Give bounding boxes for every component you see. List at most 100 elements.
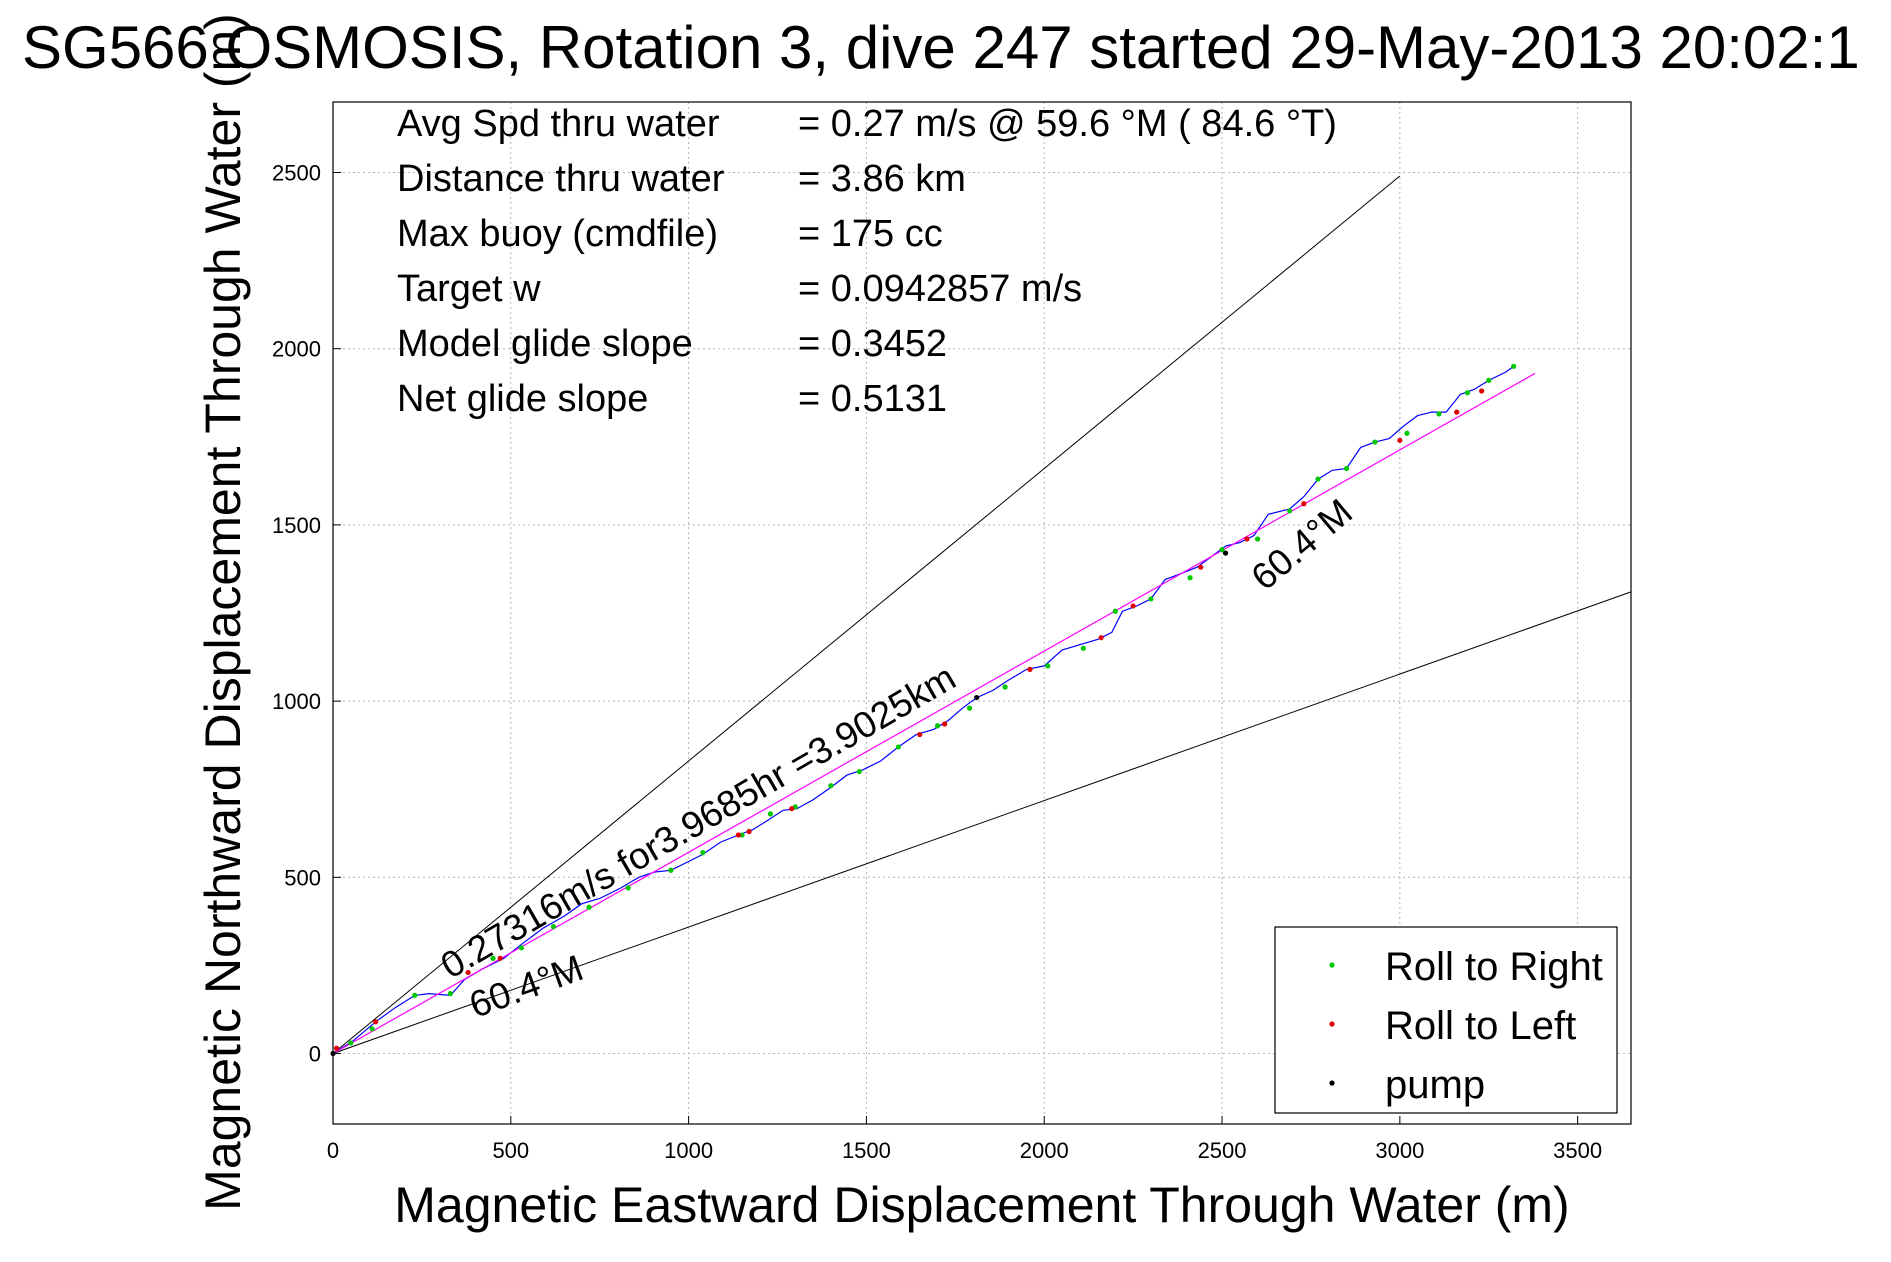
grid-lines	[332, 102, 1631, 1124]
data-point	[668, 867, 674, 873]
series-line	[332, 372, 1536, 1055]
data-point	[1301, 501, 1307, 507]
reference-lines	[332, 175, 1632, 1054]
stat-value: = 175 cc	[798, 213, 943, 255]
data-point	[625, 885, 631, 891]
stat-value: = 0.5131	[798, 378, 947, 420]
data-point	[369, 1026, 375, 1032]
data-point	[1002, 684, 1008, 690]
stat-label: Avg Spd thru water	[397, 103, 720, 145]
data-point	[966, 705, 973, 711]
data-point	[856, 768, 862, 775]
x-tick-label: 500	[492, 1138, 529, 1163]
y-tick-label: 1000	[272, 689, 321, 714]
stat-label: Net glide slope	[397, 378, 648, 420]
data-series	[330, 363, 1536, 1057]
stat-label: Model glide slope	[397, 323, 693, 365]
data-point	[1315, 476, 1321, 482]
legend-label: Roll to Left	[1385, 1004, 1576, 1048]
data-point	[1486, 377, 1492, 384]
chart-title: SG566 OSMOSIS, Rotation 3, dive 247 star…	[22, 14, 1860, 81]
legend-label: Roll to Right	[1385, 945, 1603, 989]
legend-marker	[1329, 1021, 1335, 1027]
stat-value: = 0.27 m/s @ 59.6 °M ( 84.6 °T)	[798, 103, 1337, 145]
stat-value: = 3.86 km	[798, 158, 966, 200]
stat-label: Max buoy (cmdfile)	[397, 213, 718, 255]
data-point	[1098, 635, 1104, 641]
data-point	[447, 991, 453, 997]
y-tick-label: 2500	[272, 160, 321, 185]
stat-label: Target w	[397, 268, 541, 310]
tick-labels: 0 500 1000 1500 2000 2500 3000 3500 0 500 1000 1500…	[272, 160, 1602, 1163]
data-point	[828, 783, 834, 789]
data-point	[1219, 546, 1225, 553]
data-point	[942, 721, 948, 727]
data-point	[735, 832, 742, 838]
data-point	[1404, 430, 1410, 436]
data-point	[1244, 536, 1250, 542]
reference-line	[332, 591, 1632, 1054]
data-point	[1027, 666, 1033, 672]
stat-value: = 0.3452	[798, 323, 947, 365]
data-point	[767, 811, 774, 817]
data-point	[1454, 409, 1460, 415]
x-tick-label: 0	[327, 1138, 339, 1163]
y-tick-label: 0	[309, 1042, 321, 1067]
data-point	[934, 723, 941, 729]
data-point	[333, 1045, 340, 1051]
data-point	[490, 955, 496, 961]
data-point	[1436, 411, 1442, 417]
data-point	[739, 832, 745, 838]
data-point	[465, 969, 471, 976]
data-point	[1198, 564, 1204, 570]
data-point	[1045, 663, 1051, 669]
data-point	[1187, 575, 1193, 581]
data-point	[518, 945, 525, 951]
y-tick-label: 1500	[272, 513, 321, 538]
data-point	[1464, 390, 1471, 396]
data-point	[1343, 465, 1350, 472]
y-tick-label: 2000	[272, 337, 321, 362]
legend-marker	[1329, 962, 1335, 968]
data-point	[1255, 536, 1261, 542]
data-point	[373, 1019, 379, 1025]
x-tick-label: 1000	[664, 1138, 713, 1163]
data-point	[497, 955, 503, 961]
data-point	[895, 744, 902, 750]
data-point	[1287, 508, 1293, 514]
data-point	[917, 731, 923, 738]
data-point	[586, 904, 592, 910]
plot-frame	[332, 101, 1632, 1125]
data-point	[1397, 437, 1403, 443]
x-tick-label: 2500	[1198, 1138, 1247, 1163]
data-point	[1511, 363, 1517, 369]
y-axis-label: Magnetic Northward Displacement Through …	[195, 13, 251, 1211]
reference-line	[332, 175, 1401, 1054]
data-point	[348, 1040, 354, 1046]
stats-block: Avg Spd thru water = 0.27 m/s @ 59.6 °M (…	[397, 103, 1337, 420]
y-tick-label: 500	[284, 865, 321, 890]
legend-label: pump	[1385, 1063, 1485, 1107]
data-point	[746, 828, 752, 835]
data-point	[1479, 388, 1485, 394]
x-tick-label: 3000	[1375, 1138, 1424, 1163]
stat-value: = 0.0942857 m/s	[798, 268, 1082, 310]
data-point	[1080, 645, 1086, 651]
data-point	[1372, 439, 1378, 445]
data-point	[1130, 603, 1136, 609]
x-tick-label: 1500	[842, 1138, 891, 1163]
data-point	[789, 805, 795, 812]
data-point	[412, 992, 418, 998]
data-point	[550, 924, 557, 930]
data-point	[974, 694, 980, 701]
x-tick-label: 3500	[1553, 1138, 1602, 1163]
x-tick-label: 2000	[1020, 1138, 1069, 1163]
legend-marker	[1329, 1080, 1335, 1086]
data-point	[1222, 550, 1229, 556]
data-point	[1112, 608, 1118, 614]
x-axis-label: Magnetic Eastward Displacement Through W…	[394, 1177, 1569, 1233]
stat-label: Distance thru water	[397, 158, 725, 200]
data-point	[1148, 596, 1154, 602]
data-point	[700, 850, 706, 856]
